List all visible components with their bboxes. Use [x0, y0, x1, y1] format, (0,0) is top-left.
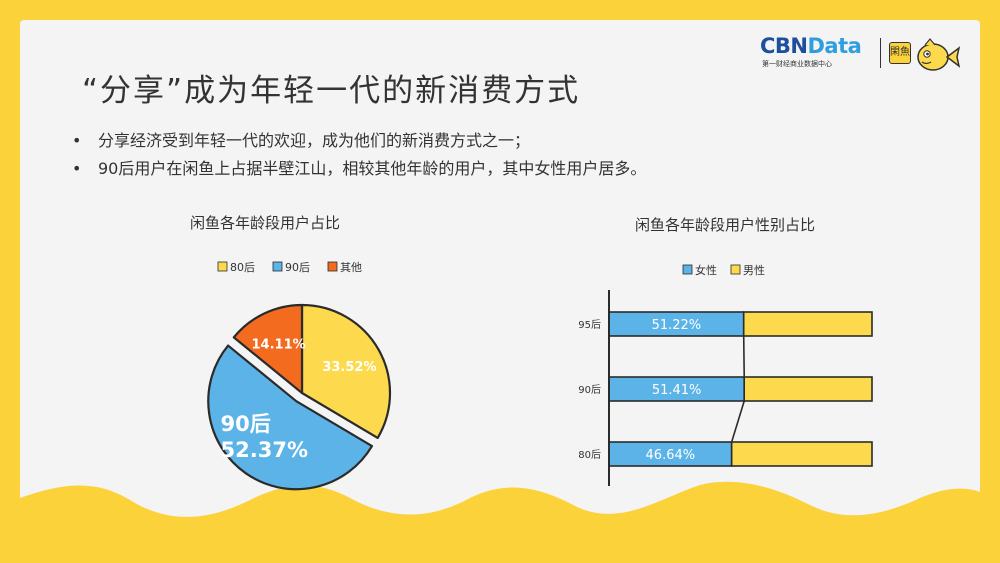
bar-data-label: 51.41%: [652, 383, 702, 398]
legend-swatch: [327, 261, 338, 272]
bar-male: [730, 441, 873, 467]
pie-legend: 80后 90后 其他: [217, 261, 362, 274]
bar-female: [608, 311, 745, 337]
fish-mascot-icon: [917, 38, 961, 71]
bar-connector: [730, 400, 745, 443]
pie-slice-90: [207, 344, 374, 491]
legend-swatch: [682, 264, 693, 275]
legend-label: 其他: [340, 261, 362, 274]
page-title: “分享”成为年轻一代的新消费方式: [82, 73, 581, 109]
gender-bar-chart: 闲鱼各年龄段用户性别占比 女性 男性 51.22% 51.41% 46.64% 95后…: [578, 216, 873, 486]
pie-slice-80: [300, 303, 392, 439]
pie-slices: [207, 303, 392, 491]
logo-divider: [880, 38, 881, 68]
pie-label-value: 14.11%: [252, 338, 306, 353]
pie-chart-title: 闲鱼各年龄段用户占比: [190, 214, 340, 232]
legend-label: 80后: [230, 261, 255, 274]
bar-category-labels: 95后 90后 80后: [578, 319, 601, 461]
xianyu-mark: 閑魚: [889, 42, 911, 64]
bar-legend: 女性 男性: [682, 263, 765, 277]
legend-label: 女性: [695, 263, 717, 277]
bottom-wave: [20, 481, 980, 563]
legend-swatch: [217, 261, 228, 272]
bar-series: 51.22% 51.41% 46.64%: [608, 290, 873, 486]
bar-female: [608, 376, 746, 402]
slide: “分享”成为年轻一代的新消费方式 分享经济受到年轻一代的欢迎，成为他们的新消费方…: [20, 20, 980, 563]
pie-slice-other: [232, 303, 304, 395]
legend-label: 男性: [743, 263, 765, 277]
category-label: 80后: [578, 449, 601, 461]
bullet-item: 90后用户在闲鱼上占据半壁江山，相较其他年龄的用户，其中女性用户居多。: [72, 155, 646, 183]
legend-label: 90后: [285, 261, 310, 274]
legend-swatch: [272, 261, 283, 272]
bar-female: [608, 441, 733, 467]
bar-data-label: 51.22%: [652, 318, 702, 333]
category-label: 95后: [578, 319, 601, 331]
bullet-list: 分享经济受到年轻一代的欢迎，成为他们的新消费方式之一； 90后用户在闲鱼上占据半…: [72, 127, 646, 183]
pie-label-value: 52.37%: [221, 438, 308, 462]
bar-chart-title: 闲鱼各年龄段用户性别占比: [635, 216, 815, 234]
bar-male: [743, 376, 873, 402]
bar-data-label: 46.64%: [646, 448, 696, 463]
pie-label-value: 33.52%: [322, 360, 376, 375]
logo-brand: CBNData: [760, 34, 862, 58]
pie-label-name: 90后: [221, 412, 271, 436]
age-pie-chart: 闲鱼各年龄段用户占比 80后 90后 其他 33.52%90后52.37%14.11…: [190, 214, 392, 491]
category-label: 90后: [578, 384, 601, 396]
logo-tagline: 第一财经商业数据中心: [762, 60, 832, 68]
bullet-item: 分享经济受到年轻一代的欢迎，成为他们的新消费方式之一；: [72, 127, 646, 155]
bar-male: [742, 311, 873, 337]
legend-swatch: [730, 264, 741, 275]
